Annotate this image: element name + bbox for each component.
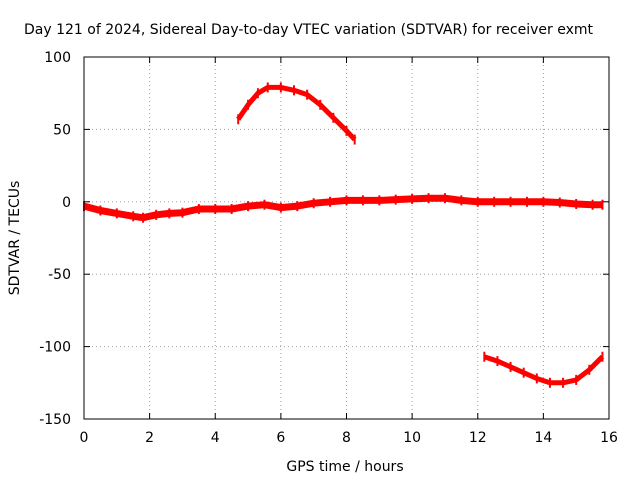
y-tick-label: -150 [39,412,71,428]
ticks: 0 2 4 6 8 10 12 14 16 100 50 0 -50 -100 -150 [39,50,618,446]
x-tick-label: 14 [534,430,552,446]
grid [84,57,609,419]
y-tick-label: 50 [53,122,71,138]
series-lower-arc [483,354,605,386]
x-tick-label: 12 [469,430,487,446]
y-tick-label: 0 [62,195,71,211]
y-tick-label: -100 [39,340,71,356]
y-tick-label: 100 [44,50,71,66]
y-tick-label: -50 [48,267,71,283]
data-series [83,82,605,388]
x-tick-label: 6 [276,430,285,446]
y-axis-label: SDTVAR / TECUs [7,181,23,296]
chart-title: Day 121 of 2024, Sidereal Day-to-day VTE… [24,22,594,38]
x-tick-label: 4 [211,430,220,446]
x-tick-label: 16 [600,430,618,446]
x-axis-label: GPS time / hours [286,459,403,475]
x-tick-label: 2 [145,430,154,446]
x-tick-label: 10 [403,430,421,446]
series-main-band [83,194,603,222]
x-tick-label: 0 [80,430,89,446]
x-tick-label: 8 [342,430,351,446]
